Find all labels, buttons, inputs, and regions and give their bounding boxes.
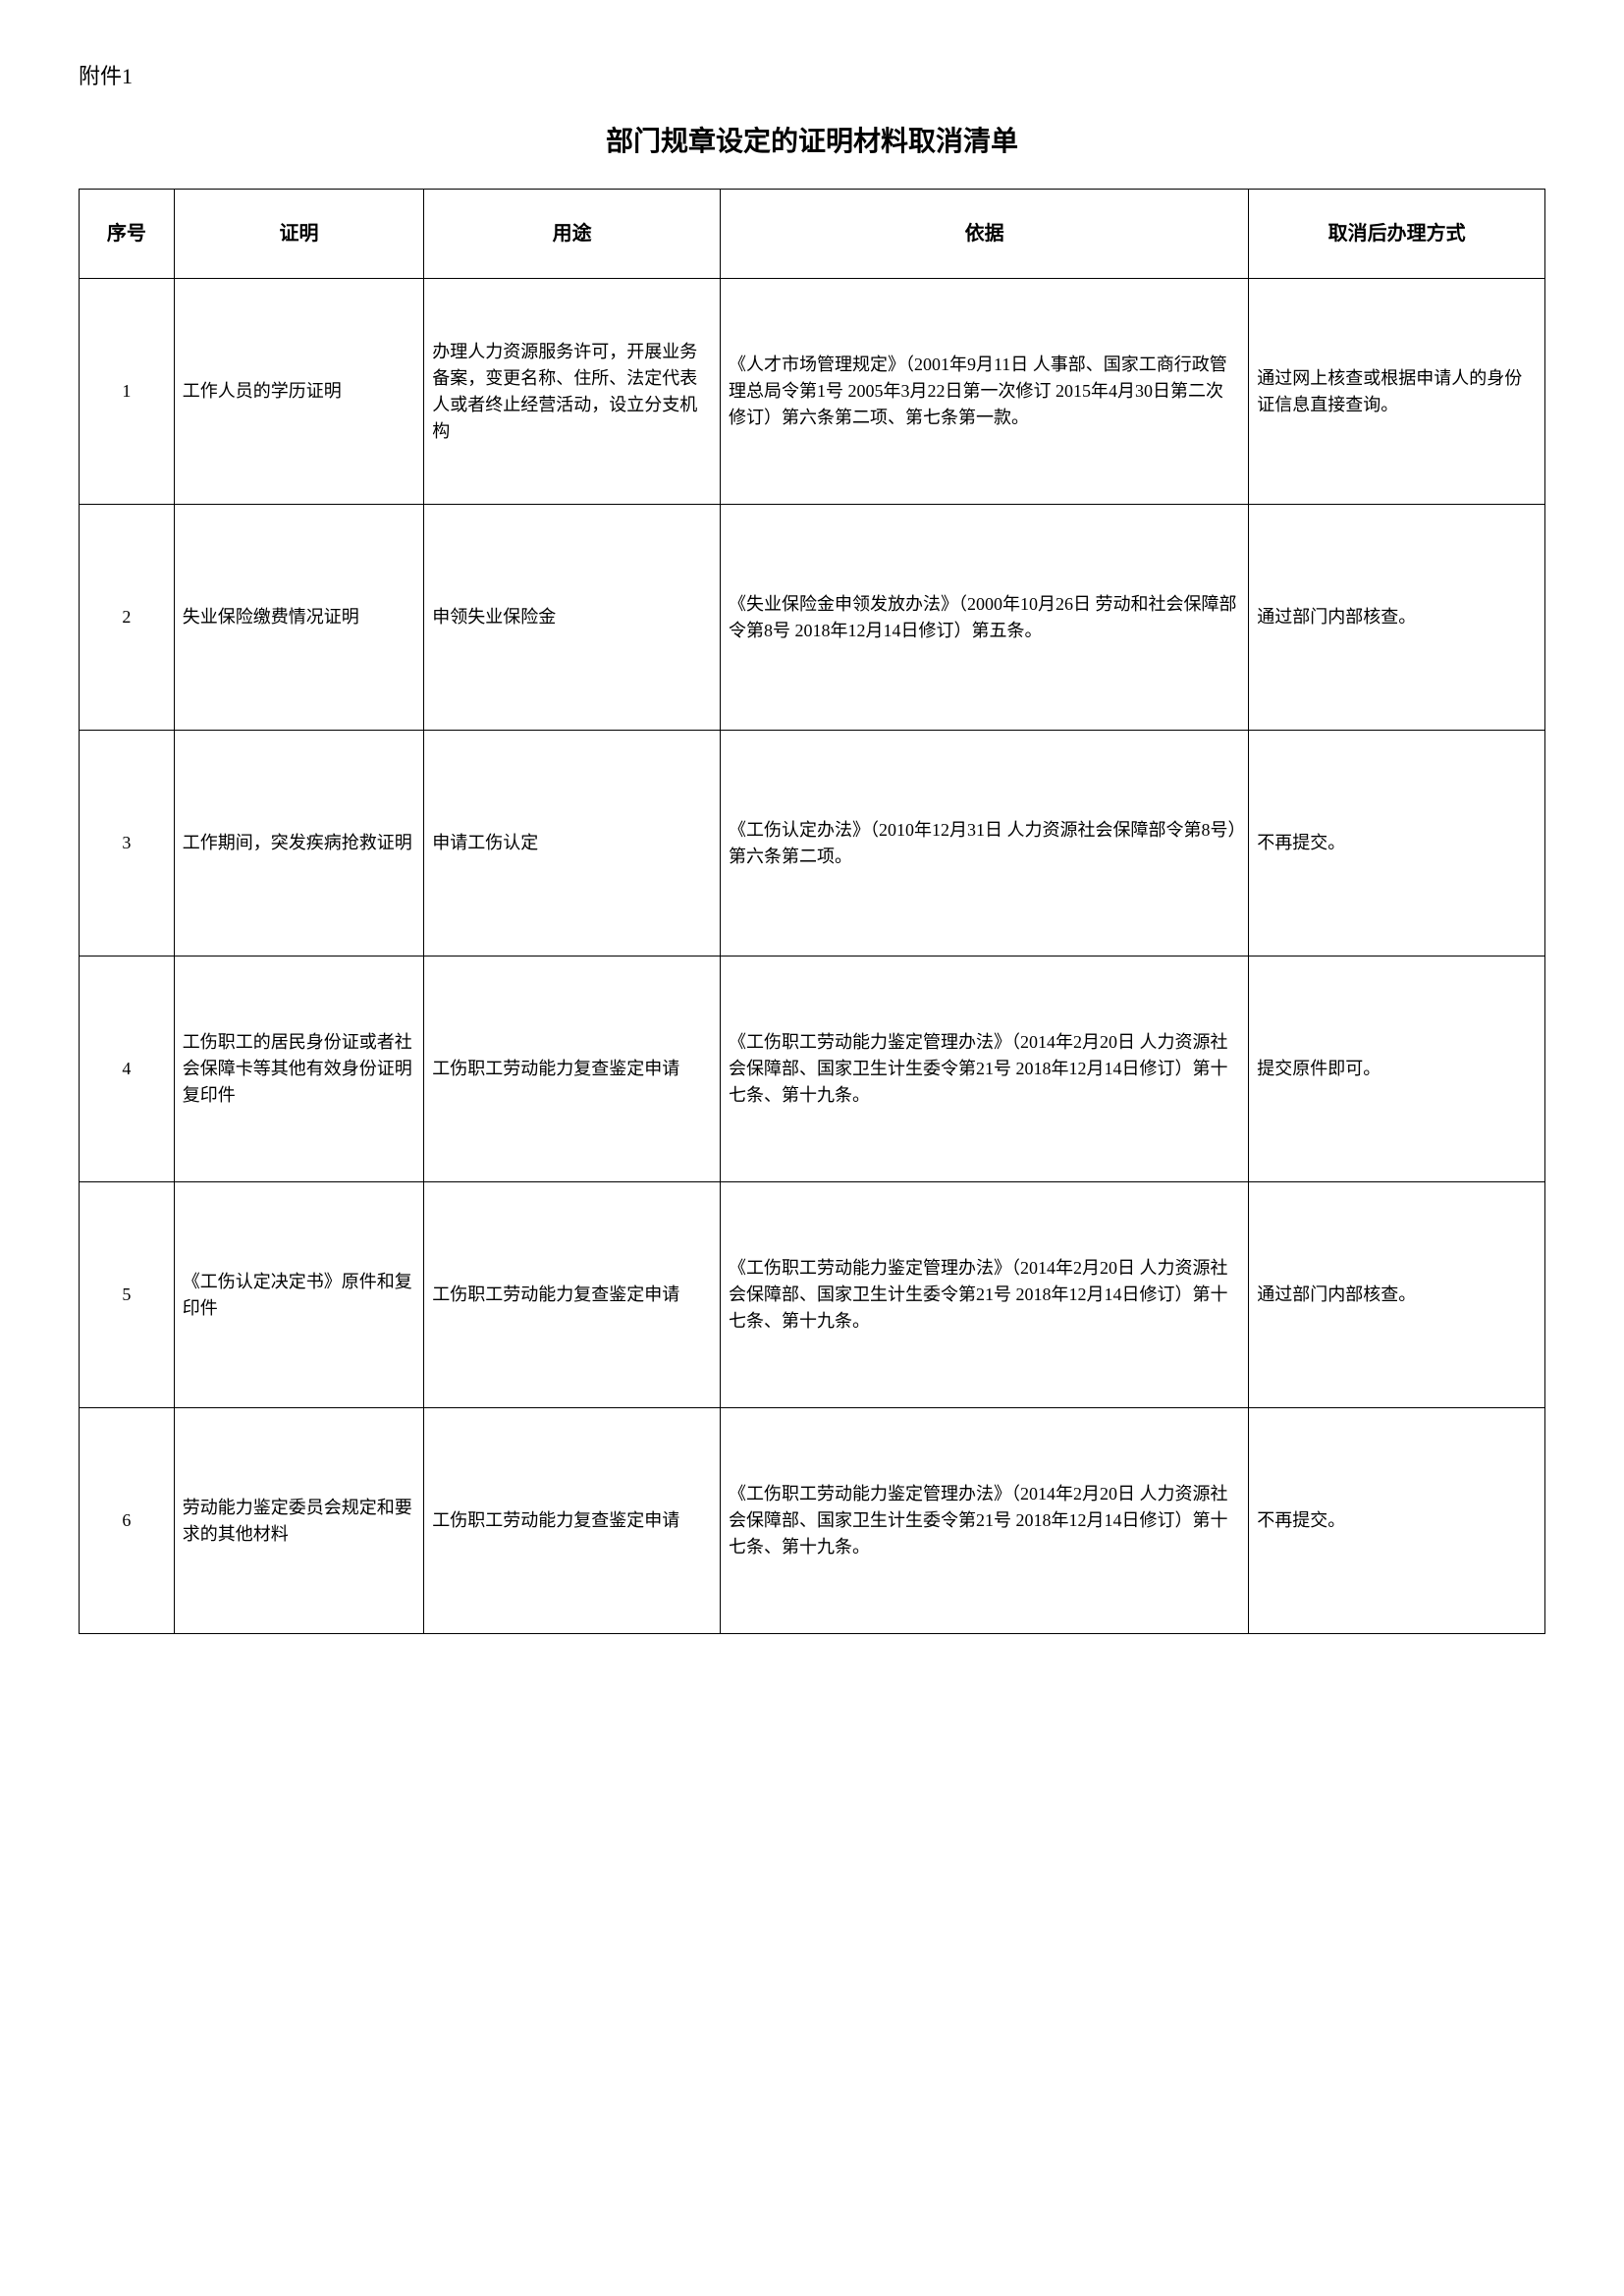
- cell-method: 通过部门内部核查。: [1249, 1182, 1545, 1408]
- cell-seq: 3: [80, 731, 175, 957]
- cell-seq: 2: [80, 505, 175, 731]
- cell-method: 通过网上核查或根据申请人的身份证信息直接查询。: [1249, 279, 1545, 505]
- header-basis: 依据: [720, 190, 1248, 279]
- cell-cert: 劳动能力鉴定委员会规定和要求的其他材料: [174, 1408, 423, 1634]
- cancellation-list-table: 序号 证明 用途 依据 取消后办理方式 1 工作人员的学历证明 办理人力资源服务…: [79, 189, 1545, 1634]
- table-row: 3 工作期间，突发疾病抢救证明 申请工伤认定 《工伤认定办法》（2010年12月…: [80, 731, 1545, 957]
- cell-cert: 工作人员的学历证明: [174, 279, 423, 505]
- table-row: 2 失业保险缴费情况证明 申领失业保险金 《失业保险金申领发放办法》（2000年…: [80, 505, 1545, 731]
- cell-purpose: 工伤职工劳动能力复查鉴定申请: [424, 1408, 721, 1634]
- cell-purpose: 申请工伤认定: [424, 731, 721, 957]
- header-cert: 证明: [174, 190, 423, 279]
- header-method: 取消后办理方式: [1249, 190, 1545, 279]
- header-purpose: 用途: [424, 190, 721, 279]
- table-row: 6 劳动能力鉴定委员会规定和要求的其他材料 工伤职工劳动能力复查鉴定申请 《工伤…: [80, 1408, 1545, 1634]
- cell-basis: 《工伤职工劳动能力鉴定管理办法》（2014年2月20日 人力资源社会保障部、国家…: [720, 1408, 1248, 1634]
- cell-cert: 《工伤认定决定书》原件和复印件: [174, 1182, 423, 1408]
- page-title: 部门规章设定的证明材料取消清单: [79, 120, 1545, 159]
- cell-seq: 6: [80, 1408, 175, 1634]
- cell-purpose: 申领失业保险金: [424, 505, 721, 731]
- cell-purpose: 工伤职工劳动能力复查鉴定申请: [424, 1182, 721, 1408]
- cell-basis: 《工伤认定办法》（2010年12月31日 人力资源社会保障部令第8号）第六条第二…: [720, 731, 1248, 957]
- cell-purpose: 办理人力资源服务许可，开展业务备案，变更名称、住所、法定代表人或者终止经营活动，…: [424, 279, 721, 505]
- cell-method: 通过部门内部核查。: [1249, 505, 1545, 731]
- cell-seq: 1: [80, 279, 175, 505]
- cell-seq: 5: [80, 1182, 175, 1408]
- cell-basis: 《失业保险金申领发放办法》（2000年10月26日 劳动和社会保障部令第8号 2…: [720, 505, 1248, 731]
- cell-cert: 工作期间，突发疾病抢救证明: [174, 731, 423, 957]
- table-header-row: 序号 证明 用途 依据 取消后办理方式: [80, 190, 1545, 279]
- cell-seq: 4: [80, 957, 175, 1182]
- cell-basis: 《人才市场管理规定》（2001年9月11日 人事部、国家工商行政管理总局令第1号…: [720, 279, 1248, 505]
- cell-purpose: 工伤职工劳动能力复查鉴定申请: [424, 957, 721, 1182]
- cell-method: 不再提交。: [1249, 1408, 1545, 1634]
- cell-method: 提交原件即可。: [1249, 957, 1545, 1182]
- cell-basis: 《工伤职工劳动能力鉴定管理办法》（2014年2月20日 人力资源社会保障部、国家…: [720, 1182, 1248, 1408]
- table-row: 1 工作人员的学历证明 办理人力资源服务许可，开展业务备案，变更名称、住所、法定…: [80, 279, 1545, 505]
- cell-method: 不再提交。: [1249, 731, 1545, 957]
- header-seq: 序号: [80, 190, 175, 279]
- table-row: 4 工伤职工的居民身份证或者社会保障卡等其他有效身份证明复印件 工伤职工劳动能力…: [80, 957, 1545, 1182]
- cell-basis: 《工伤职工劳动能力鉴定管理办法》（2014年2月20日 人力资源社会保障部、国家…: [720, 957, 1248, 1182]
- attachment-label: 附件1: [79, 59, 1545, 90]
- cell-cert: 工伤职工的居民身份证或者社会保障卡等其他有效身份证明复印件: [174, 957, 423, 1182]
- table-row: 5 《工伤认定决定书》原件和复印件 工伤职工劳动能力复查鉴定申请 《工伤职工劳动…: [80, 1182, 1545, 1408]
- cell-cert: 失业保险缴费情况证明: [174, 505, 423, 731]
